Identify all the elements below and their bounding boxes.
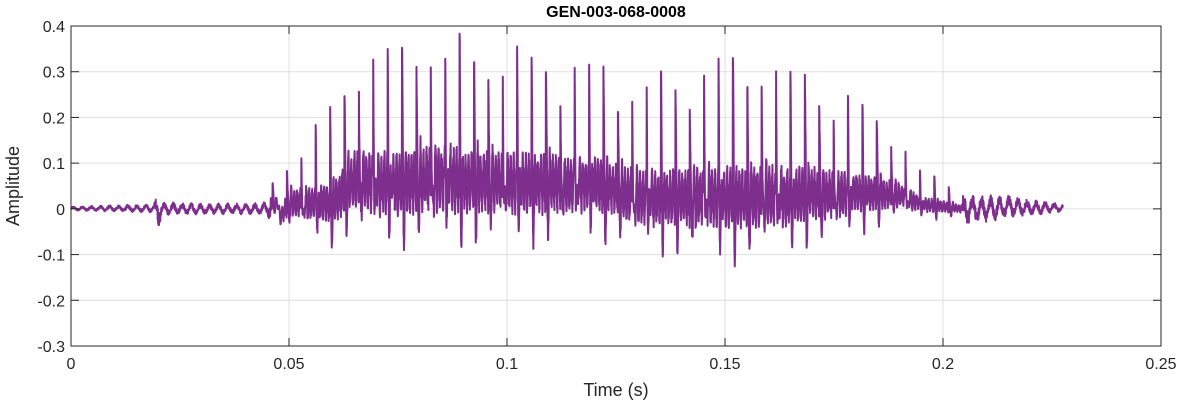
y-tick-label: -0.1 [37,248,65,265]
x-tick-label: 0 [67,356,76,373]
x-tick-label: 0.25 [1145,356,1176,373]
waveform-line [70,32,1064,268]
y-tick-label: 0 [56,202,65,219]
y-tick-label: -0.3 [37,339,65,356]
x-tick-label: 0.15 [709,356,740,373]
y-tick-label: 0.1 [43,156,65,173]
x-tick-label: 0.2 [932,356,954,373]
y-tick-label: 0.4 [43,19,65,36]
y-axis-label: Amplitude [3,146,23,226]
y-tick-label: 0.3 [43,65,65,82]
y-axis-ticks: -0.3 -0.2 -0.1 0 0.1 0.2 0.3 0.4 [37,19,1161,356]
waveform-series [70,32,1064,268]
x-tick-label: 0.1 [496,356,518,373]
x-tick-label: 0.05 [273,356,304,373]
y-tick-label: 0.2 [43,110,65,127]
x-axis-ticks: 0 0.05 0.1 0.15 0.2 0.25 [67,26,1177,373]
x-axis-label: Time (s) [583,380,648,400]
chart-title: GEN-003-068-0008 [546,4,686,21]
plot-frame [70,25,1162,347]
y-tick-label: -0.2 [37,293,65,310]
